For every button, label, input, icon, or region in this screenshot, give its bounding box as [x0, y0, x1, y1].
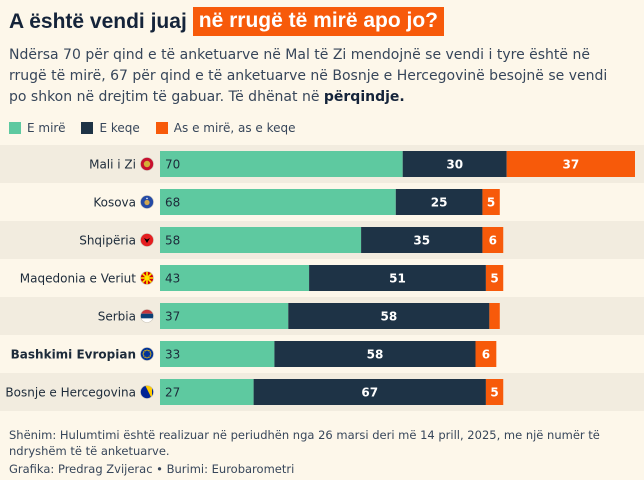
- legend-item-good: E mirë: [9, 121, 65, 135]
- data-label: 6: [489, 234, 497, 248]
- data-label: 25: [431, 196, 448, 210]
- bar-segment: [482, 189, 500, 215]
- eu-flag-icon: [140, 347, 154, 361]
- legend: E mirë E keqe As e mirë, as e keqe: [9, 121, 312, 135]
- data-label: 30: [446, 158, 463, 172]
- data-label: 58: [367, 348, 384, 362]
- data-label: 5: [490, 272, 498, 286]
- albania-flag-icon: [140, 233, 154, 247]
- bar-segment: [160, 227, 362, 253]
- bar-segment: [160, 341, 275, 367]
- bar-segment: [475, 341, 497, 367]
- data-label: 37: [563, 158, 580, 172]
- data-label: 68: [165, 196, 180, 210]
- serbia-flag-icon: [140, 309, 154, 323]
- legend-item-neither: As e mirë, as e keqe: [155, 121, 296, 135]
- bar-segment: [309, 265, 486, 291]
- subtitle-text: Ndërsa 70 për qind e të anketuarve në Ma…: [9, 47, 608, 105]
- footnote: Shënim: Hulumtimi është realizuar në per…: [9, 428, 600, 458]
- category-label: Shqipëria: [79, 234, 136, 248]
- data-label: 5: [490, 386, 498, 400]
- data-label: 6: [482, 348, 490, 362]
- bosnia-flag-icon: [140, 385, 154, 399]
- bar-segment: [160, 189, 396, 215]
- title-highlight-text: në rrugë të mirë apo jo?: [192, 7, 444, 36]
- credit-line: Grafika: Predrag Zvijerac • Burimi: Euro…: [9, 462, 295, 476]
- category-label: Maqedonia e Veriut: [20, 272, 137, 286]
- data-label: 58: [165, 234, 180, 248]
- legend-item-bad: E keqe: [81, 121, 140, 135]
- category-label: Bosnje e Hercegovina: [5, 386, 136, 400]
- legend-swatch-neither: [155, 122, 168, 134]
- data-label: 27: [165, 386, 180, 400]
- category-label: Mali i Zi: [89, 158, 136, 172]
- bar-segment: [395, 189, 483, 215]
- bar-segment: [160, 151, 403, 177]
- data-label: 58: [380, 310, 397, 324]
- bar-segment: [485, 379, 504, 405]
- data-label: 5: [487, 196, 495, 210]
- data-label: 37: [165, 310, 180, 324]
- data-label: 70: [165, 158, 180, 172]
- title-plain-text: A është vendi juaj: [9, 9, 187, 33]
- category-label: Bashkimi Evropian: [11, 348, 136, 362]
- data-label: 51: [389, 272, 406, 286]
- bar-segment: [402, 151, 507, 177]
- data-label: 35: [413, 234, 430, 248]
- category-label: Kosova: [93, 196, 136, 210]
- legend-swatch-bad: [81, 122, 94, 134]
- chart-title: A është vendi juaj në rrugë të mirë apo …: [9, 7, 444, 36]
- bar-segment: [160, 303, 289, 329]
- bar-segment: [160, 379, 254, 405]
- montenegro-flag-icon: [140, 157, 154, 171]
- bar-segment: [482, 227, 504, 253]
- data-label: 67: [361, 386, 378, 400]
- subtitle-bold-text: përqindje.: [323, 89, 405, 105]
- bar-segment: [506, 151, 635, 177]
- stacked-bar-chart: Mali i Zi 70 30 37 Kosova 68 25 5 Shqipëria 58 35 6…: [0, 145, 644, 411]
- legend-label-bad: E keqe: [99, 121, 140, 135]
- chart-subtitle: Ndërsa 70 për qind e të anketuarve në Ma…: [9, 45, 629, 108]
- bar-segment: [485, 265, 504, 291]
- data-label: 33: [165, 348, 180, 362]
- category-label: Serbia: [98, 310, 136, 324]
- legend-swatch-good: [9, 122, 21, 134]
- bar-segment: [489, 303, 500, 329]
- bar-segment: [274, 341, 476, 367]
- legend-label-good: E mirë: [27, 121, 66, 135]
- bar-segment: [361, 227, 483, 253]
- bar-segment: [160, 265, 310, 291]
- data-label: 43: [165, 272, 180, 286]
- bar-segment: [253, 379, 486, 405]
- kosovo-flag-icon: [140, 195, 154, 209]
- bar-segment: [288, 303, 490, 329]
- legend-label-neither: As e mirë, as e keqe: [173, 121, 296, 135]
